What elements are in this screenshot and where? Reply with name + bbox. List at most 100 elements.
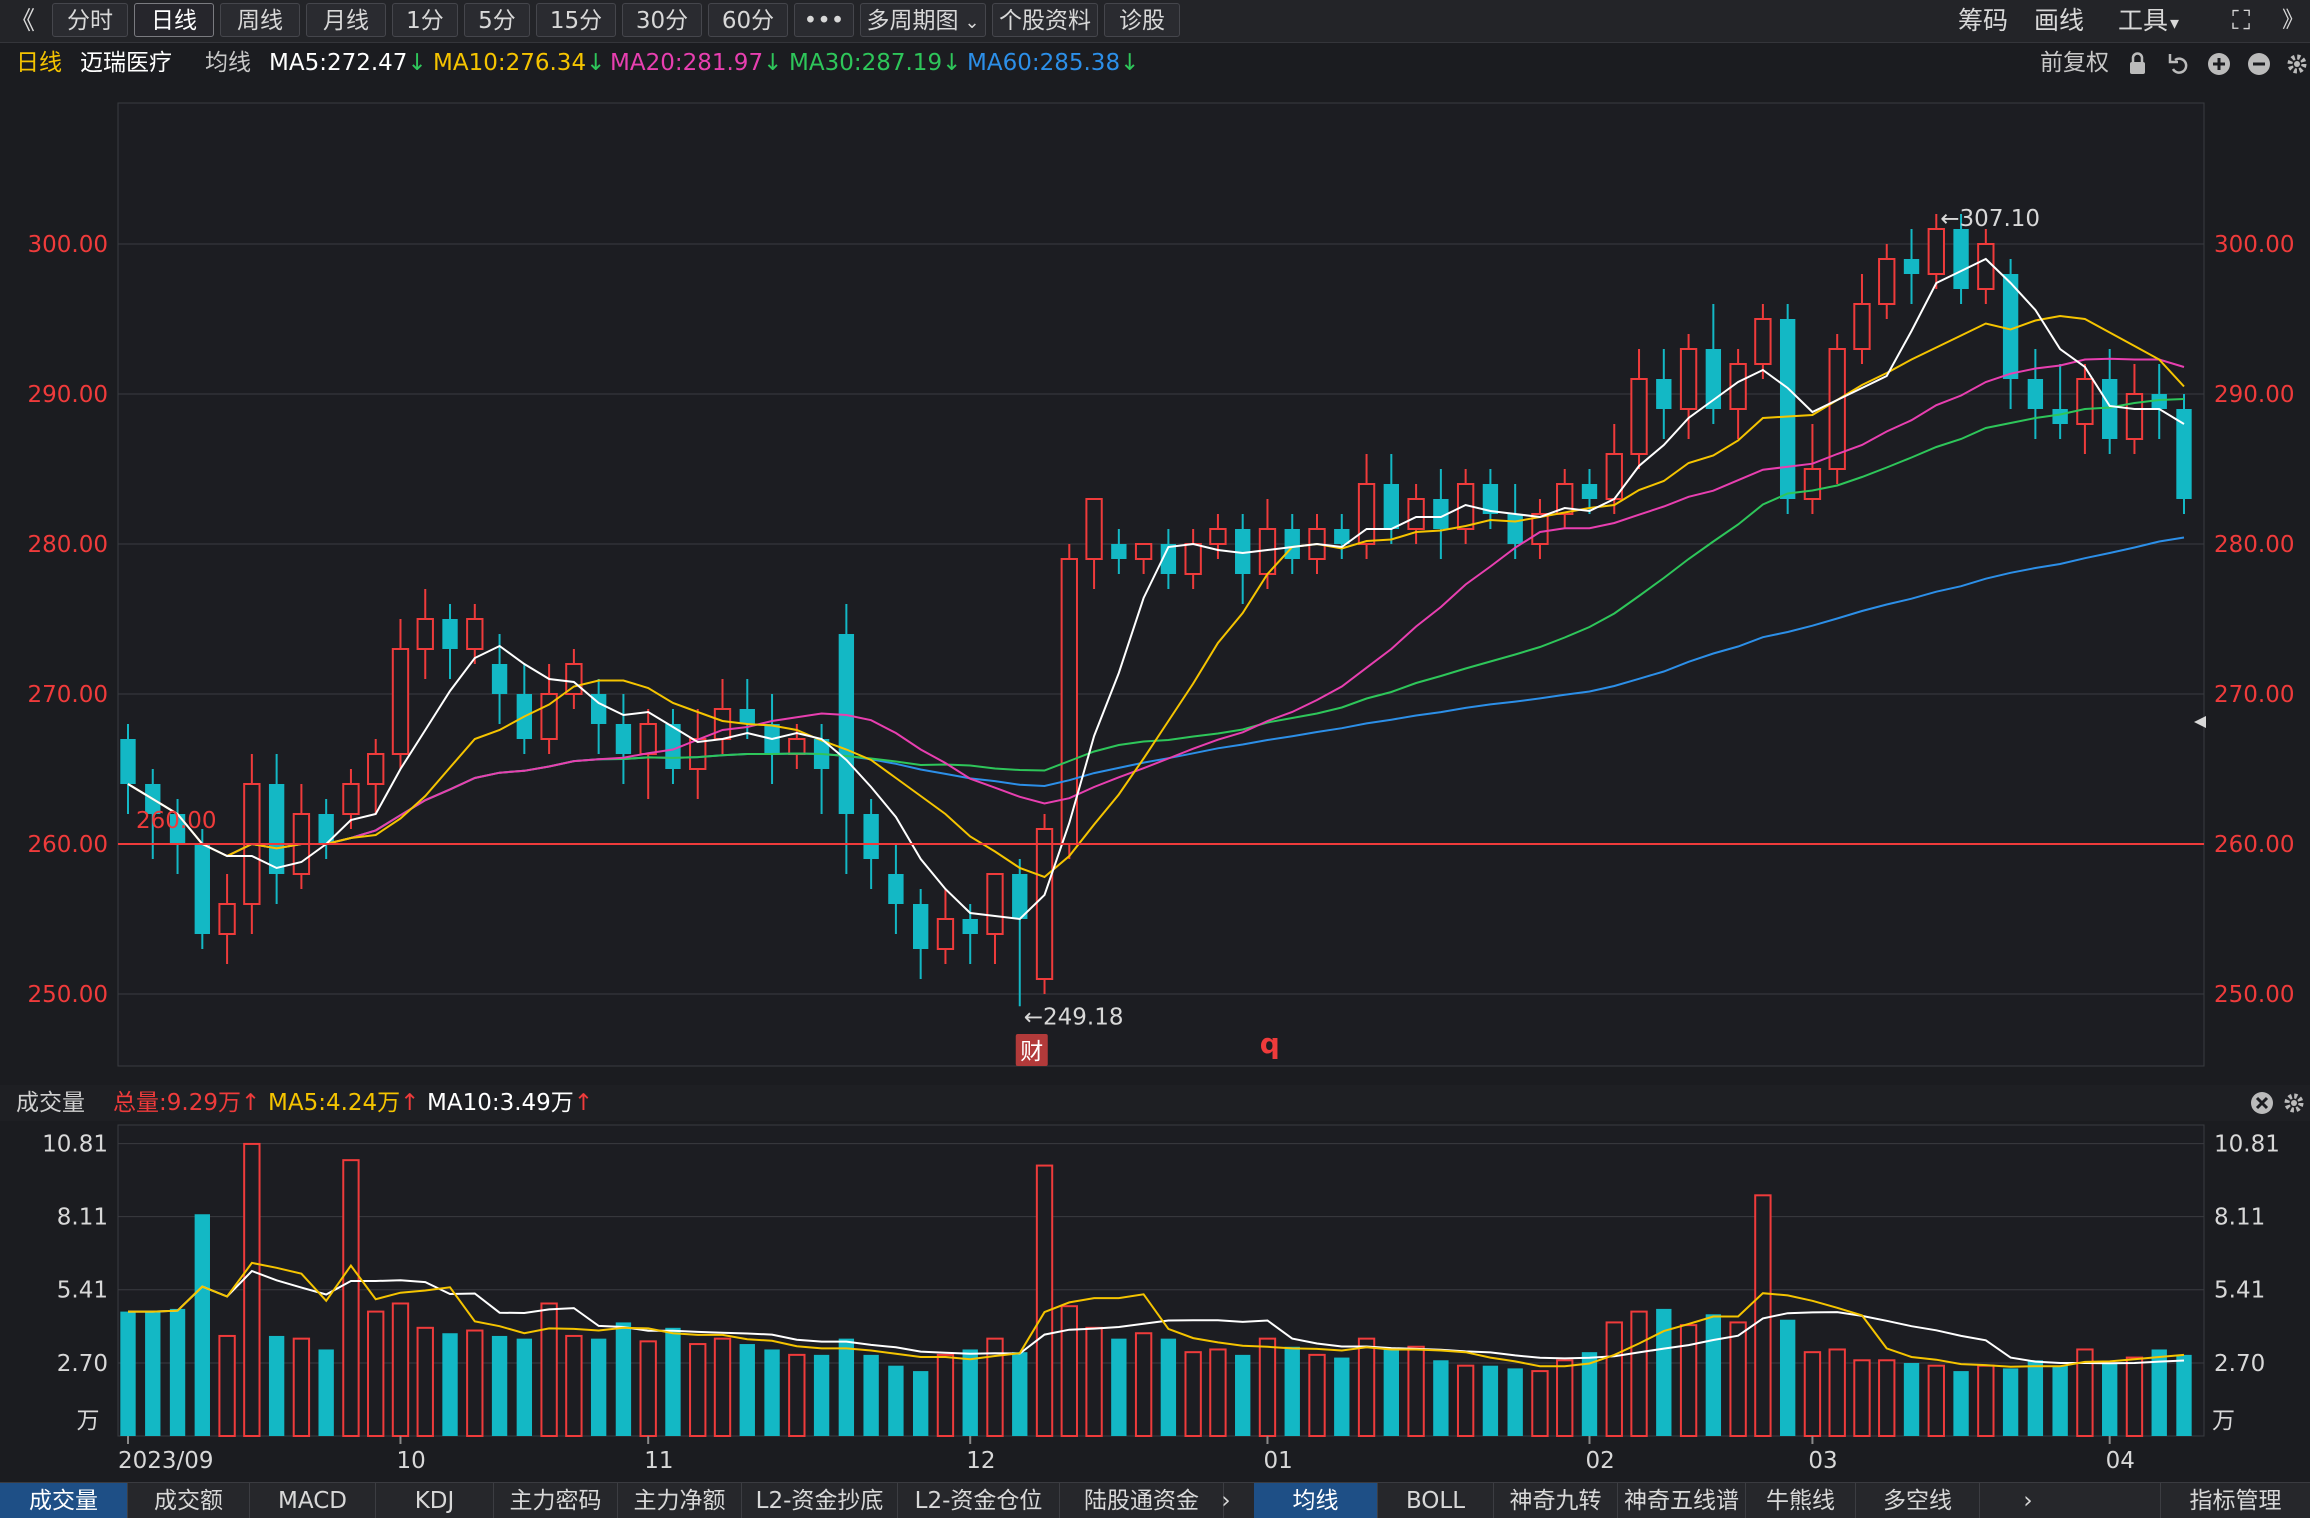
volume-bar: [1482, 1365, 1499, 1436]
indicator-tab[interactable]: 主力密码: [494, 1483, 618, 1518]
volume-bar: [1828, 1348, 1846, 1437]
candle-body: [120, 739, 136, 784]
overlay-tab[interactable]: 神奇五线谱: [1618, 1483, 1746, 1518]
candle-body: [739, 709, 755, 724]
candle-body: [1209, 528, 1227, 545]
candle-body: [912, 904, 929, 949]
x-axis-label: 10: [396, 1448, 425, 1474]
period-tab[interactable]: 个股资料: [992, 3, 1098, 37]
period-tab[interactable]: 分时: [52, 3, 128, 37]
kline-chart[interactable]: 300.00 300.00 290.00 290.00 280.00 280.00 270.…: [0, 0, 2310, 1480]
candle-body: [1134, 543, 1153, 560]
volume-bar: [986, 1337, 1004, 1437]
lock-icon[interactable]: [2130, 52, 2145, 74]
volume-bar: [838, 1338, 855, 1436]
candle-body: [2176, 409, 2192, 499]
x-axis-label: 03: [1808, 1448, 1837, 1474]
avg-line-label[interactable]: 均线: [205, 50, 251, 76]
collapse-panel-icon[interactable]: 》: [2282, 8, 2305, 33]
volume-bar: [1754, 1194, 1772, 1437]
period-tab[interactable]: 月线: [306, 3, 386, 37]
volume-bar: [764, 1349, 780, 1436]
indicator-tab[interactable]: KDJ: [376, 1483, 494, 1518]
volume-bar: [1803, 1351, 1822, 1437]
candle-body: [1334, 529, 1350, 544]
adjust-mode[interactable]: 前复权: [2040, 50, 2109, 76]
indicator-tab[interactable]: 成交量: [0, 1483, 128, 1518]
volume-bar: [342, 1159, 360, 1437]
indicator-tab[interactable]: L2-资金抄底: [742, 1483, 898, 1518]
volume-bar: [169, 1308, 186, 1436]
reference-line-label: 260.00: [136, 808, 216, 834]
indicator-tab[interactable]: L2-资金仓位: [898, 1483, 1060, 1518]
candle-body: [367, 753, 385, 785]
ma10-value: MA10:276.34↓: [433, 50, 606, 76]
candle-body: [218, 903, 236, 935]
candle-body: [1085, 498, 1103, 560]
scroll-right-icon[interactable]: ›: [1221, 1488, 1231, 1514]
period-tab[interactable]: 日线: [134, 3, 214, 37]
price-panel: [117, 102, 2205, 1067]
candle-body: [1705, 349, 1722, 409]
settings-icon[interactable]: [2284, 1093, 2304, 1113]
chevron-down-icon: ▾: [2170, 13, 2180, 34]
volume-bar: [1012, 1352, 1028, 1436]
period-tab[interactable]: 15分: [536, 3, 616, 37]
period-tab[interactable]: •••: [794, 3, 854, 37]
volume-tick-right: 5.41: [2214, 1278, 2265, 1304]
period-tab[interactable]: 5分: [464, 3, 530, 37]
zoom-out-icon[interactable]: [2248, 53, 2270, 75]
period-tab[interactable]: 30分: [622, 3, 702, 37]
zoom-in-icon[interactable]: [2208, 53, 2230, 75]
volume-bar: [1357, 1337, 1376, 1437]
candle-body: [1482, 484, 1499, 514]
overlay-tab[interactable]: 多空线: [1856, 1483, 1980, 1518]
overlay-tab[interactable]: 均线: [1254, 1483, 1378, 1518]
undo-icon[interactable]: [2168, 54, 2188, 74]
candle-body: [2052, 409, 2068, 424]
overlay-tab[interactable]: 神奇九转: [1494, 1483, 1618, 1518]
volume-bar: [367, 1310, 385, 1437]
price-tick-right: 300.00: [2214, 232, 2294, 258]
overlay-tab[interactable]: BOLL: [1378, 1483, 1494, 1518]
volume-bar: [1556, 1359, 1574, 1438]
volume-bar: [1531, 1370, 1549, 1438]
volume-tick-left: 2.70: [57, 1351, 108, 1377]
period-tab[interactable]: 诊股: [1104, 3, 1180, 37]
multi-period-label: 多周期图: [866, 8, 959, 34]
volume-bar: [516, 1338, 533, 1436]
candle-body: [1383, 484, 1400, 529]
back-icon[interactable]: 《: [10, 6, 36, 35]
candle-body: [1927, 228, 1945, 275]
settings-icon[interactable]: [2287, 54, 2307, 74]
volume-ma-lines: [128, 1261, 2185, 1368]
indicator-tab[interactable]: 陆股通资金: [1060, 1483, 1224, 1518]
period-tab[interactable]: 60分: [708, 3, 788, 37]
chip-button[interactable]: 筹码: [1958, 6, 2009, 35]
volume-bar: [442, 1333, 458, 1436]
period-tab[interactable]: 周线: [220, 3, 300, 37]
volume-bar: [1284, 1346, 1300, 1436]
candle-body: [2027, 379, 2044, 409]
fullscreen-icon[interactable]: ⛶: [2232, 6, 2251, 36]
candle-body: [1779, 319, 1796, 499]
draw-line-button[interactable]: 画线: [2034, 6, 2085, 35]
indicator-tab[interactable]: 主力净额: [618, 1483, 742, 1518]
indicator-tab[interactable]: 成交额: [128, 1483, 250, 1518]
volume-ma10: MA10:3.49万↑: [427, 1090, 594, 1116]
period-tab[interactable]: 1分: [392, 3, 458, 37]
volume-bar: [1035, 1164, 1054, 1437]
overlay-tab[interactable]: 牛熊线: [1746, 1483, 1856, 1518]
volume-bar: [1581, 1352, 1598, 1436]
scroll-right-icon[interactable]: ›: [2023, 1488, 2033, 1514]
indicator-manage-button[interactable]: 指标管理: [2160, 1483, 2310, 1518]
volume-bar: [1630, 1310, 1648, 1437]
volume-bar: [936, 1353, 955, 1437]
tools-menu[interactable]: 工具 ▾: [2118, 0, 2179, 42]
indicator-tab[interactable]: MACD: [250, 1483, 376, 1518]
ma60-value: MA60:285.38↓: [967, 50, 1140, 76]
close-icon[interactable]: [2251, 1092, 2273, 1114]
volume-bar: [391, 1302, 410, 1437]
indicator-tab-bar: 成交量 成交额 MACD KDJ 主力密码 主力净额 L2-资金抄底 L2-资金仓位 陆股通资金…: [0, 1482, 2310, 1518]
period-tab[interactable]: 多周期图 ⌄: [860, 3, 986, 37]
